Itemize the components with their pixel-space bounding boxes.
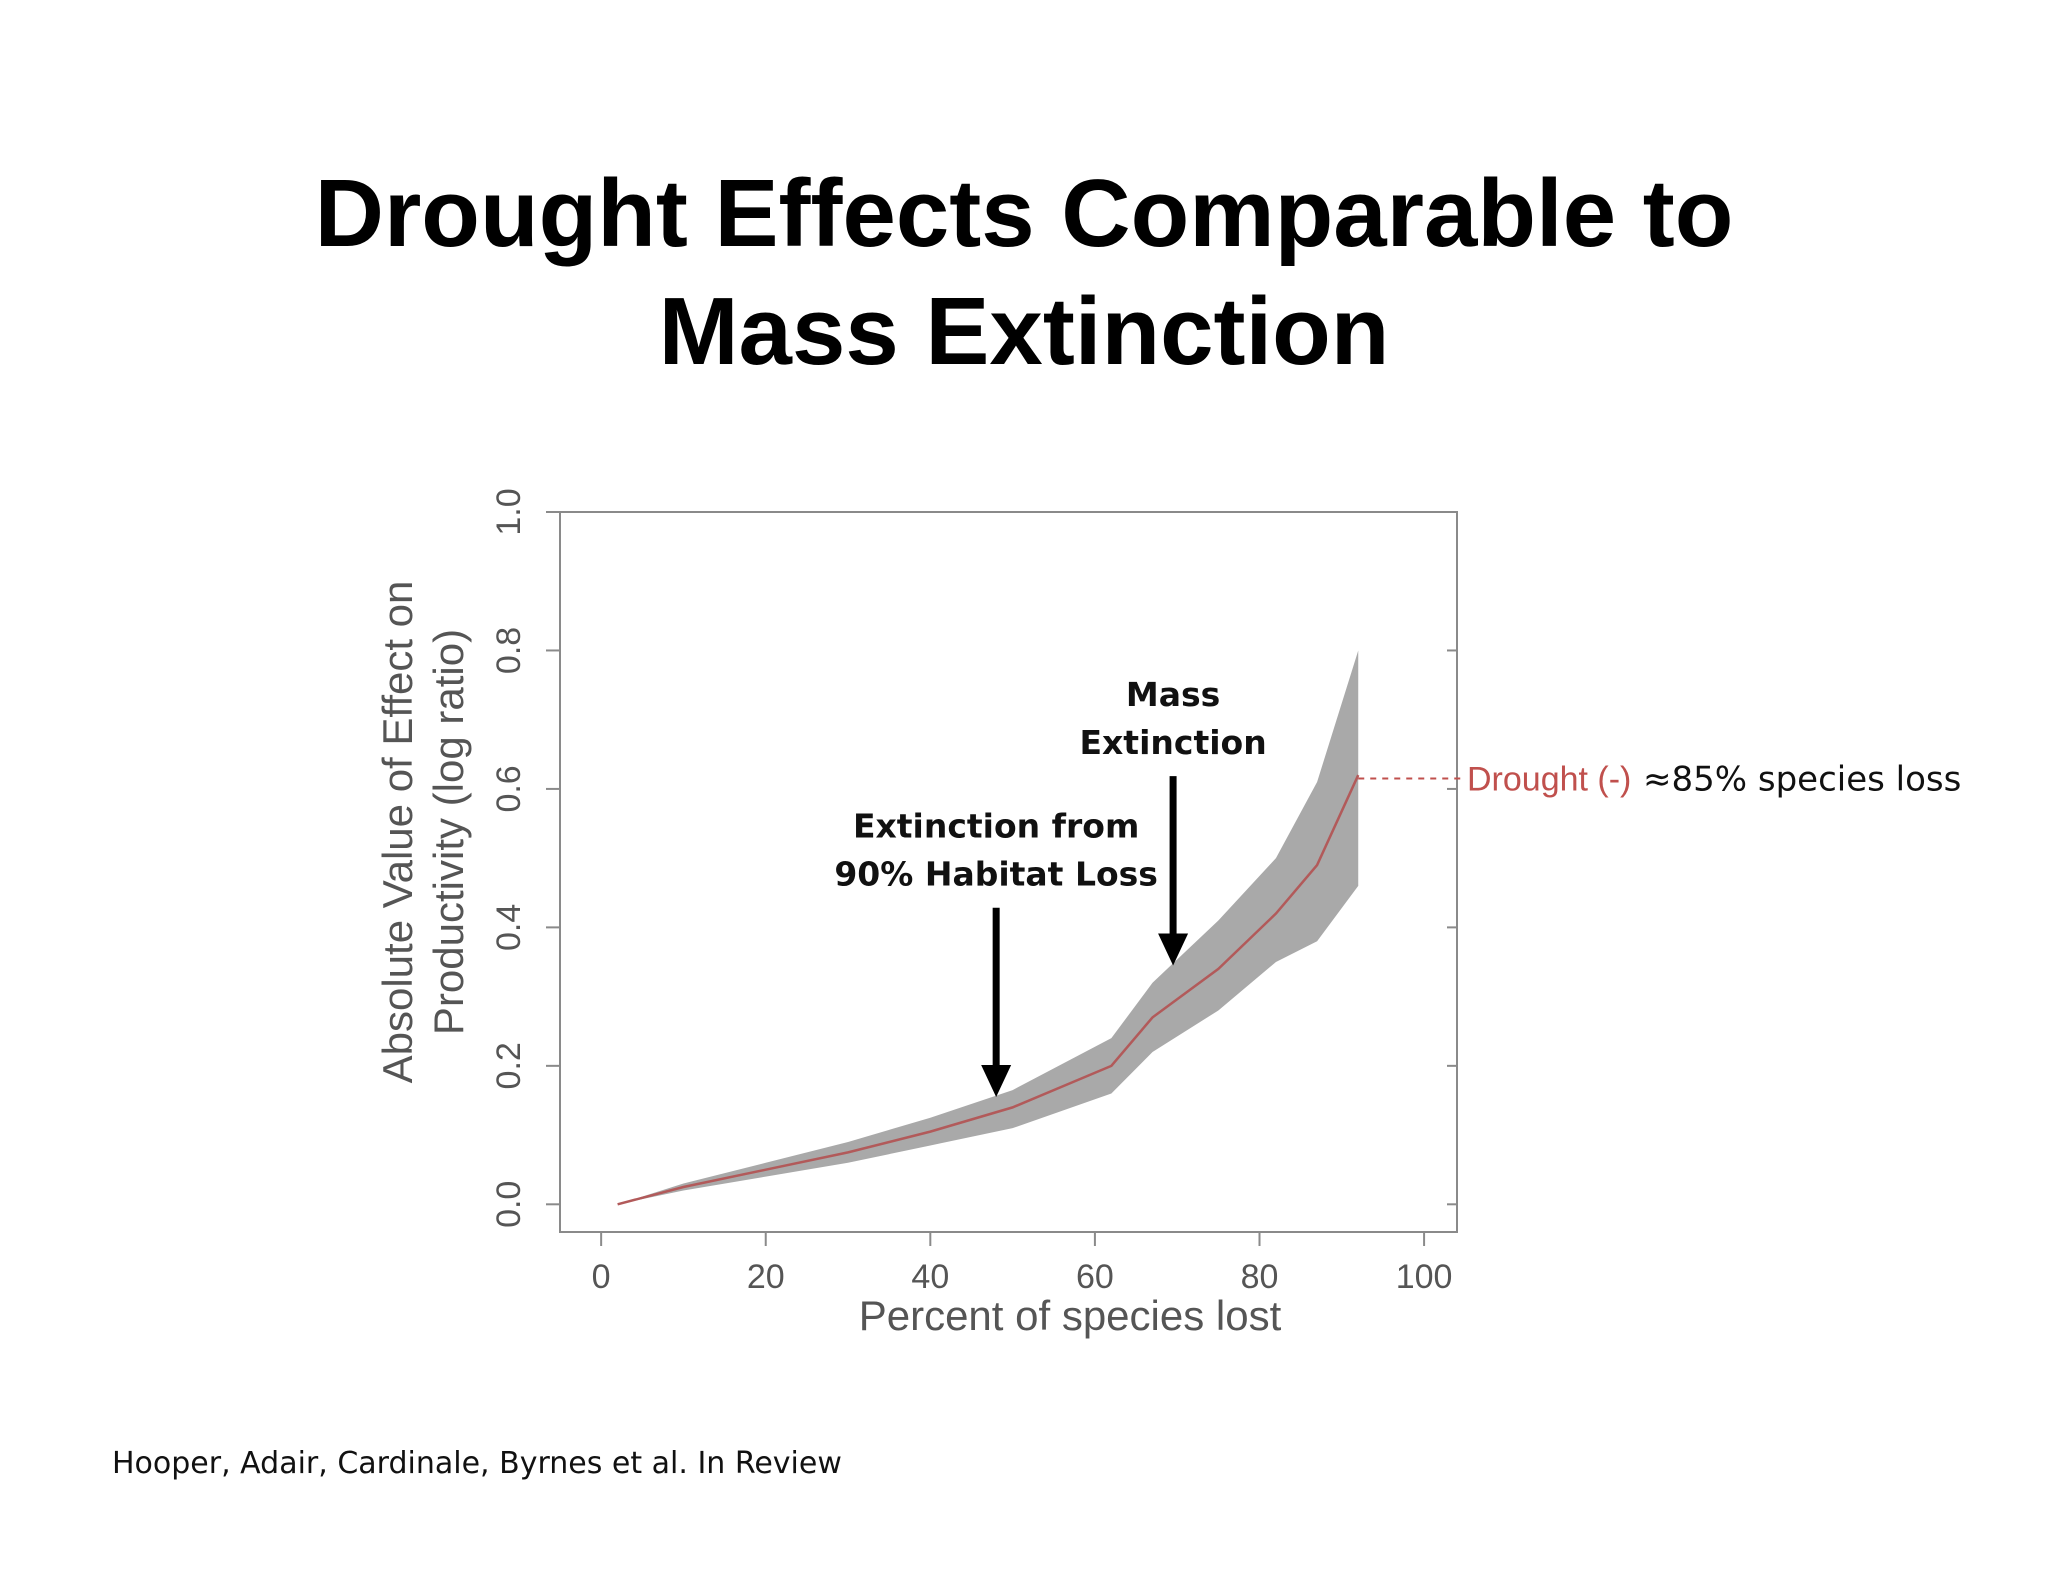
y-tick-label: 0.6: [490, 765, 528, 812]
annotation-layer: Extinction from 90% Habitat Loss Mass Extin…: [834, 675, 1267, 1097]
y-tick-label: 1.0: [490, 488, 528, 535]
y-tick-label: 0.4: [490, 904, 528, 951]
annotation-label-line-2: 90% Habitat Loss: [834, 855, 1158, 894]
annotation-label-line-1: Mass: [1126, 675, 1220, 714]
mean-line-layer: [617, 774, 1360, 1206]
x-tick-label: 80: [1241, 1258, 1279, 1296]
mean-effect-line: [617, 774, 1360, 1206]
x-tick-label: 0: [592, 1258, 611, 1296]
y-tick-label: 0.2: [490, 1042, 528, 1089]
annotation-label-line-2: Extinction: [1079, 723, 1266, 762]
y-axis-title-line-1: Absolute Value of Effect on: [374, 581, 421, 1084]
x-tick-label: 40: [911, 1258, 949, 1296]
y-tick-label: 0.8: [490, 627, 528, 674]
drought-reference-layer: Drought (-) ≈85% species loss: [1358, 760, 1961, 800]
x-axis: 0 20 40 60 80 100: [592, 1232, 1453, 1296]
slide-title-line-1: Drought Effects Comparable to: [314, 160, 1734, 267]
plot-border: [559, 511, 1458, 1233]
plot-frame: [559, 511, 1458, 1233]
y-tick-label: 0.0: [490, 1181, 528, 1228]
annotation-label-line-1: Extinction from: [853, 807, 1139, 846]
x-axis-title: Percent of species lost: [859, 1292, 1282, 1339]
slide-title: Drought Effects Comparable to Mass Extin…: [0, 155, 2048, 391]
citation: Hooper, Adair, Cardinale, Byrnes et al. …: [112, 1446, 842, 1481]
drought-reference-label: Drought (-): [1467, 761, 1631, 799]
x-tick-label: 100: [1396, 1258, 1453, 1296]
y-axis: 0.0 0.2 0.4 0.6 0.8 1.0: [490, 488, 1457, 1228]
x-tick-label: 20: [747, 1258, 785, 1296]
slide-title-line-2: Mass Extinction: [658, 278, 1390, 385]
species-loss-note: ≈85% species loss: [1643, 760, 1961, 800]
annotation-arrow-head: [1158, 933, 1189, 966]
x-tick-label: 60: [1076, 1258, 1114, 1296]
annotation-arrow-head: [981, 1065, 1012, 1097]
y-axis-title-line-2: Productivity (log ratio): [425, 629, 472, 1035]
